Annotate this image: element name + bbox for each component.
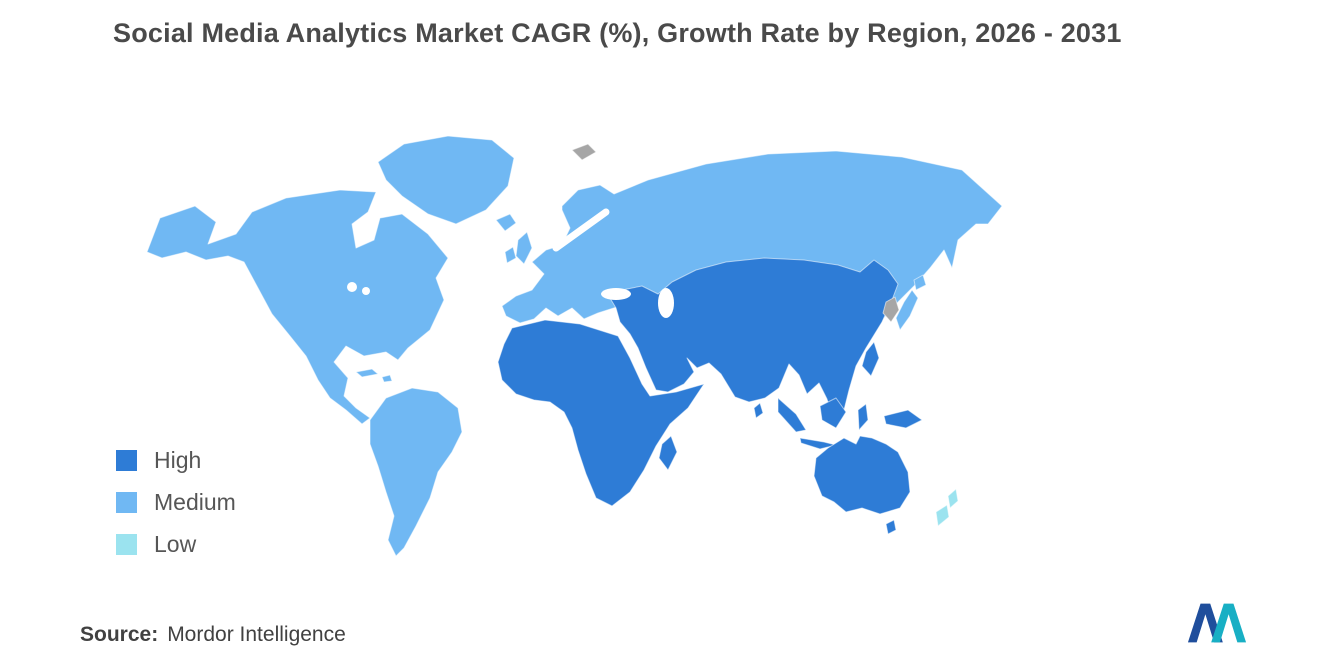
legend-swatch-low xyxy=(116,534,137,555)
logo-navy-shape xyxy=(1187,603,1223,643)
region-united-kingdom xyxy=(515,231,533,265)
great-lake-west xyxy=(347,282,357,292)
region-hispaniola xyxy=(381,374,393,383)
chart-title: Social Media Analytics Market CAGR (%), … xyxy=(113,18,1122,48)
region-svalbard xyxy=(571,143,597,161)
region-group-no-data xyxy=(571,143,900,323)
region-ireland xyxy=(504,246,517,264)
caspian-sea xyxy=(658,288,674,318)
region-new-guinea xyxy=(883,409,923,429)
black-sea xyxy=(601,288,631,300)
region-sumatra xyxy=(777,397,807,433)
region-sulawesi xyxy=(857,403,869,431)
region-tasmania xyxy=(885,519,897,535)
region-australia xyxy=(813,435,911,515)
great-lake-east xyxy=(362,287,370,295)
legend-label-low: Low xyxy=(154,531,197,557)
region-korea xyxy=(882,296,900,323)
region-java xyxy=(799,437,837,450)
legend-item-low: Low xyxy=(116,531,236,558)
region-japan-hokkaido xyxy=(913,274,927,291)
region-north-america xyxy=(146,189,449,425)
region-group-low xyxy=(935,488,959,527)
region-philippines xyxy=(861,341,880,377)
region-cuba xyxy=(355,368,379,378)
legend-item-high: High xyxy=(116,447,236,474)
legend-label-high: High xyxy=(154,447,202,473)
region-africa xyxy=(497,319,705,507)
mordor-intelligence-logo xyxy=(1187,603,1247,643)
region-borneo xyxy=(819,397,847,429)
baltic-sea xyxy=(552,208,610,252)
region-group-high xyxy=(497,257,923,535)
source: Source: Mordor Intelligence xyxy=(80,623,346,647)
legend-swatch-high xyxy=(116,450,137,471)
source-label: Source: xyxy=(80,623,159,646)
region-sri-lanka xyxy=(753,402,764,419)
region-iceland xyxy=(495,213,517,232)
region-madagascar xyxy=(658,435,678,471)
legend-swatch-medium xyxy=(116,492,137,513)
region-greenland xyxy=(377,135,515,225)
region-south-america xyxy=(369,387,463,557)
logo-teal-shape xyxy=(1211,603,1247,643)
legend-item-medium: Medium xyxy=(116,489,236,516)
region-new-zealand-north xyxy=(947,488,959,509)
region-new-zealand-south xyxy=(935,504,950,527)
legend: High Medium Low xyxy=(116,447,236,573)
region-japan-honshu xyxy=(895,289,919,331)
sea-overlays xyxy=(347,208,674,318)
source-value: Mordor Intelligence xyxy=(167,623,346,646)
legend-label-medium: Medium xyxy=(154,489,236,515)
